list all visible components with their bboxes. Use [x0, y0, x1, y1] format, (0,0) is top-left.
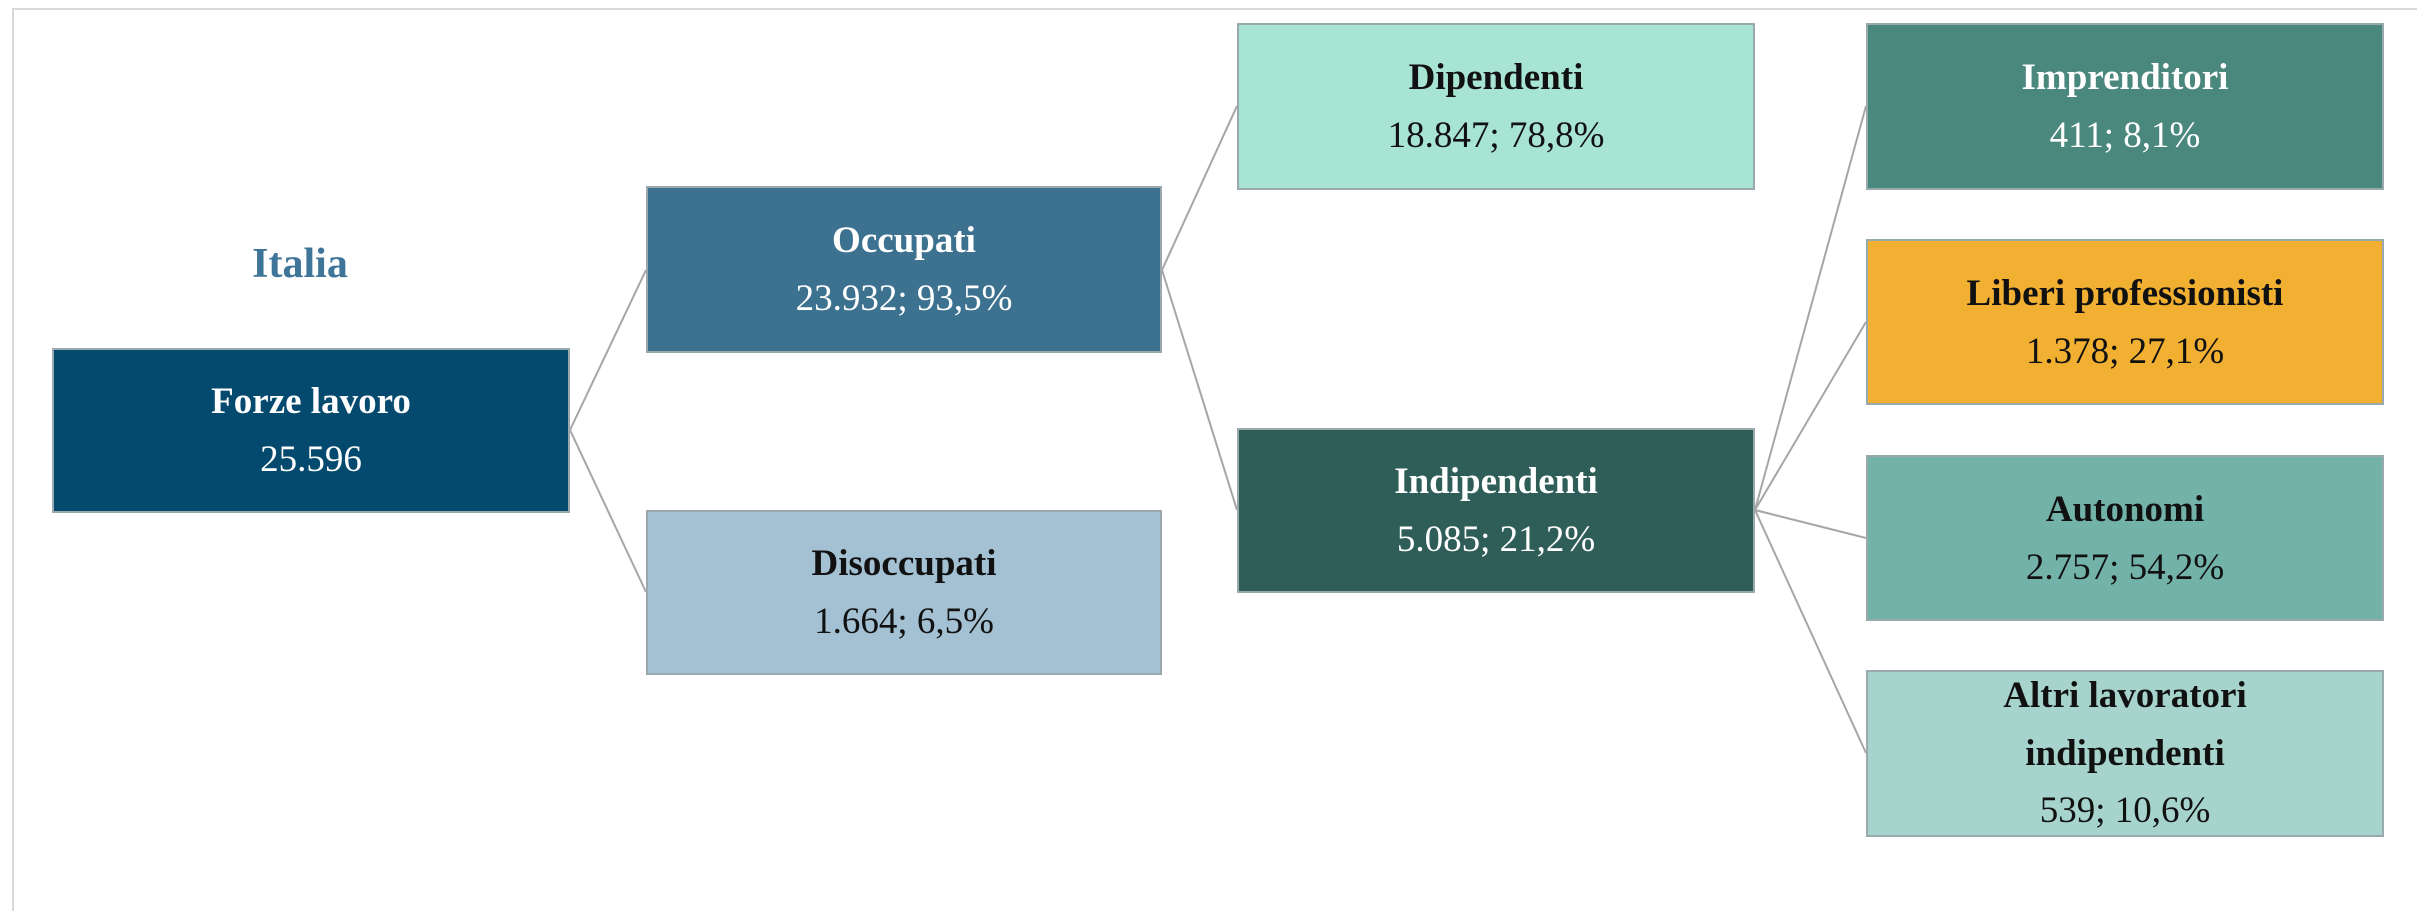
node-value: 1.378; 27,1%: [2025, 330, 2225, 372]
node: Indipendenti 5.085; 21,2%: [1237, 428, 1755, 593]
node-value: 25.596: [260, 439, 362, 481]
node: Disoccupati 1.664; 6,5%: [646, 510, 1162, 675]
node-value: 411; 8,1%: [2049, 115, 2201, 157]
connector: [1161, 269, 1238, 511]
connector: [1754, 321, 1867, 511]
node: Autonomi 2.757; 54,2%: [1866, 455, 2384, 621]
node-label: Autonomi: [2045, 488, 2205, 530]
node: Occupati 23.932; 93,5%: [646, 186, 1162, 353]
node-label: Imprenditori: [2021, 57, 2229, 99]
node-label: Forze lavoro: [211, 381, 411, 423]
node-value: 539; 10,6%: [2039, 790, 2211, 832]
node: Imprenditori 411; 8,1%: [1866, 23, 2384, 190]
node-value: 1.664; 6,5%: [814, 601, 994, 643]
connector: [1161, 105, 1238, 271]
node: Dipendenti 18.847; 78,8%: [1237, 23, 1755, 190]
node-label: Dipendenti: [1408, 57, 1584, 99]
node-value: 23.932; 93,5%: [795, 278, 1013, 320]
node-label: Liberi professionisti: [1966, 272, 2284, 314]
connector: [1754, 509, 1867, 754]
diagram-title: Italia: [252, 241, 348, 287]
node-label: Disoccupati: [811, 543, 997, 585]
node-label: Occupati: [832, 220, 976, 262]
node-value: 5.085; 21,2%: [1396, 519, 1596, 561]
connector: [569, 429, 647, 593]
node: Liberi professionisti 1.378; 27,1%: [1866, 239, 2384, 405]
connector: [1754, 105, 1867, 511]
node-value: 18.847; 78,8%: [1387, 115, 1605, 157]
node-label: Altri lavoratori indipendenti: [2003, 675, 2247, 774]
connector: [1754, 509, 1867, 539]
connector: [569, 269, 647, 431]
node-value: 2.757; 54,2%: [2025, 546, 2225, 588]
node-label: Indipendenti: [1394, 461, 1598, 503]
node: Altri lavoratori indipendenti 539; 10,6%: [1866, 670, 2384, 837]
frame: [12, 8, 2417, 911]
node: Forze lavoro 25.596: [52, 348, 570, 513]
